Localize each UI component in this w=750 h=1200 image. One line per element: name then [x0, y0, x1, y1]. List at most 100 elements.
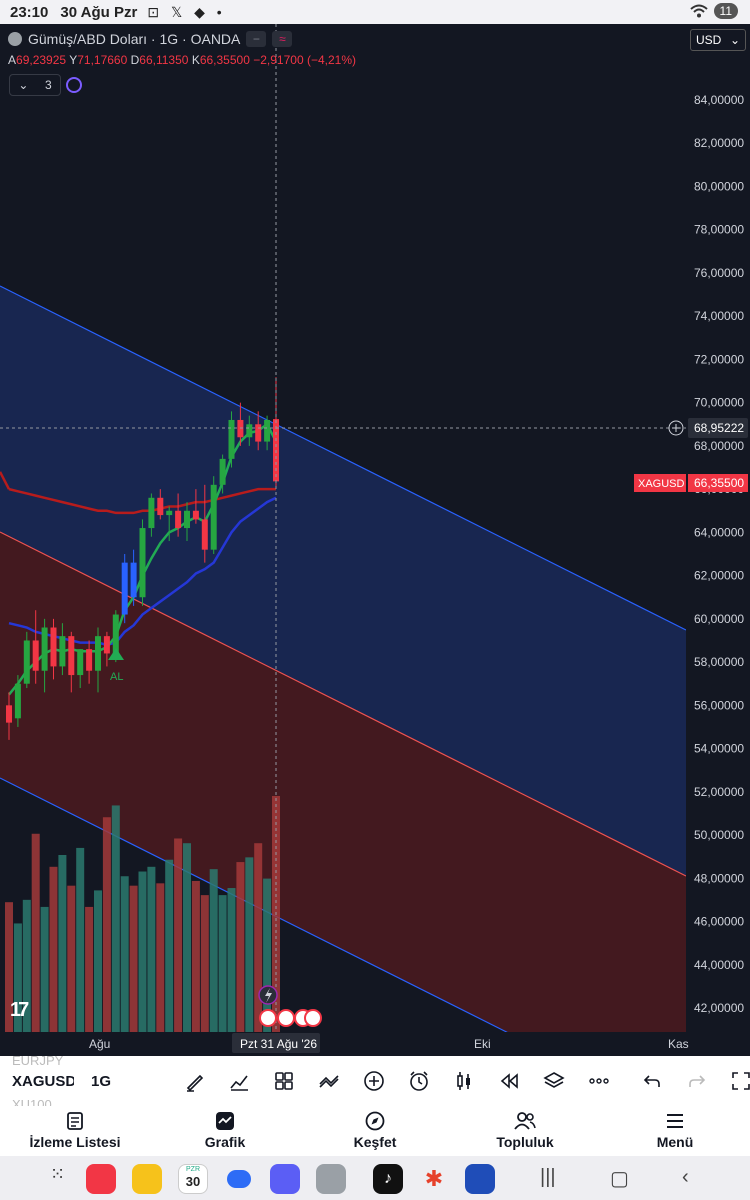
- last-price-label: XAGUSD 66,35500: [634, 474, 748, 492]
- compass-icon: [365, 1111, 385, 1131]
- price-tick: 50,00000: [694, 828, 744, 842]
- currency-select[interactable]: USD ⌄: [690, 29, 746, 51]
- price-tick: 52,00000: [694, 785, 744, 799]
- back-icon[interactable]: ‹: [682, 1166, 689, 1188]
- candle-type-icon[interactable]: [453, 1070, 475, 1092]
- browser-app-icon[interactable]: [270, 1164, 300, 1194]
- game-app-icon[interactable]: [465, 1164, 495, 1194]
- symbol-selector[interactable]: XAGUSD: [12, 1073, 74, 1090]
- interval-selector[interactable]: 1G: [91, 1073, 112, 1090]
- candle-body: [237, 419, 244, 438]
- volume-bar: [263, 878, 272, 1032]
- undo-icon[interactable]: [641, 1070, 663, 1092]
- app-drawer-icon[interactable]: ⁙: [50, 1164, 66, 1184]
- indicators-icon[interactable]: [228, 1070, 250, 1092]
- price-tick: 64,00000: [694, 525, 744, 539]
- add-alert-icon[interactable]: [668, 420, 684, 436]
- price-tick: 72,00000: [694, 352, 744, 366]
- candle-body: [157, 497, 164, 516]
- volume-bar: [227, 888, 236, 1032]
- symbol-title-text[interactable]: Gümüş/ABD Doları · 1G · OANDA: [28, 31, 241, 47]
- volume-bar: [147, 866, 156, 1032]
- nav-chart[interactable]: Grafik: [150, 1106, 300, 1156]
- tiktok-app-icon[interactable]: ♪: [373, 1164, 403, 1194]
- nav-menu[interactable]: Menü: [600, 1106, 750, 1156]
- alarm-clock-icon[interactable]: [408, 1070, 430, 1092]
- channel-upper-line: [0, 285, 686, 631]
- ohlc-values: A69,23925 Y71,17660 D66,11350 K66,35500 …: [8, 53, 356, 67]
- price-tick: 80,00000: [694, 179, 744, 193]
- price-tick: 56,00000: [694, 698, 744, 712]
- add-icon[interactable]: [363, 1070, 385, 1092]
- candle-body: [175, 510, 182, 529]
- pinwheel-app-icon[interactable]: ✱: [424, 1166, 444, 1191]
- price-axis[interactable]: 84,00000 82,00000 80,00000 78,00000 76,00000…: [694, 93, 744, 1015]
- candle-body: [264, 419, 271, 442]
- symbol-title[interactable]: Gümüş/ABD Doları · 1G · OANDA − ≈: [8, 31, 293, 47]
- candle-body: [50, 627, 57, 667]
- list-icon: [67, 1112, 83, 1130]
- volume-bar: [129, 885, 138, 1032]
- price-tick: 46,00000: [694, 915, 744, 929]
- crosshair-date: Pzt 31 Ağu '26: [240, 1037, 317, 1051]
- volume-bar: [111, 805, 120, 1032]
- price-tick: 42,00000: [694, 1001, 744, 1015]
- indicators-toggle[interactable]: ⌄ 3: [9, 74, 61, 96]
- price-tick: 58,00000: [694, 655, 744, 669]
- us-flag-event-icon[interactable]: [304, 1009, 322, 1027]
- pen-draw-icon[interactable]: [184, 1070, 206, 1092]
- redo-icon[interactable]: [686, 1070, 708, 1092]
- more-icon[interactable]: [588, 1070, 610, 1092]
- time-label-nov: Kas: [668, 1037, 689, 1051]
- home-icon[interactable]: ▢: [610, 1168, 629, 1190]
- people-icon: [514, 1112, 536, 1130]
- nav-watchlist[interactable]: İzleme Listesi: [0, 1106, 150, 1156]
- price-tick: 44,00000: [694, 958, 744, 972]
- volume-bar: [138, 871, 147, 1032]
- chat-app-icon[interactable]: [224, 1164, 254, 1194]
- compare-icon[interactable]: [318, 1070, 340, 1092]
- menu-icon: [667, 1114, 683, 1128]
- event-markers[interactable]: [258, 985, 322, 1027]
- camera-app-icon[interactable]: [316, 1164, 346, 1194]
- volume-bar: [236, 862, 245, 1032]
- candle-body: [255, 424, 262, 442]
- us-flag-event-icon[interactable]: [277, 1009, 295, 1027]
- last-price-symbol: XAGUSD: [638, 478, 685, 490]
- nav-explore[interactable]: Keşfet: [300, 1106, 450, 1156]
- time-axis[interactable]: Ağu Eki Kas Pzt 31 Ağu '26: [0, 1032, 750, 1056]
- ma-line: [8, 487, 276, 515]
- volume-bar: [13, 923, 22, 1032]
- ma-line: [0, 471, 11, 490]
- candle-body: [246, 424, 253, 438]
- candle-body: [41, 627, 48, 671]
- price-tick: 54,00000: [694, 742, 744, 756]
- recent-apps-icon[interactable]: |||: [540, 1166, 556, 1188]
- fullscreen-icon[interactable]: [730, 1070, 750, 1092]
- candle-body: [32, 640, 39, 671]
- layout-grid-icon[interactable]: [273, 1070, 295, 1092]
- collapse-icon[interactable]: −: [246, 31, 267, 47]
- volume-bar: [209, 869, 218, 1032]
- price-tick: 68,00000: [694, 439, 744, 453]
- chart-canvas[interactable]: AL 84,00000 82,00000 80,00000 78,00000 76,00…: [0, 24, 750, 1056]
- candle-body: [68, 636, 75, 676]
- crosshair-price-label: 68,95222: [668, 418, 748, 438]
- wave-indicator-icon[interactable]: ≈: [272, 31, 293, 47]
- sync-icon[interactable]: [66, 77, 82, 93]
- change-value: −2,91700 (−4,21%): [253, 53, 356, 67]
- notes-app-icon[interactable]: [132, 1164, 162, 1194]
- tradingview-logo-icon: 17: [10, 999, 29, 1021]
- replay-icon[interactable]: [498, 1070, 520, 1092]
- candle-body: [121, 562, 128, 615]
- nav-community[interactable]: Topluluk: [450, 1106, 600, 1156]
- us-flag-event-icon[interactable]: [259, 1009, 277, 1027]
- calendar-app-icon[interactable]: PZR 30: [178, 1164, 208, 1194]
- battery-badge: 11: [713, 3, 738, 19]
- layers-icon[interactable]: [543, 1070, 565, 1092]
- red-app-icon[interactable]: [86, 1164, 116, 1194]
- chart-area[interactable]: AL 84,00000 82,00000 80,00000 78,00000 76,00…: [0, 24, 750, 1056]
- candle-body: [219, 458, 226, 485]
- candle-body: [228, 419, 235, 459]
- volume-bar: [120, 876, 129, 1032]
